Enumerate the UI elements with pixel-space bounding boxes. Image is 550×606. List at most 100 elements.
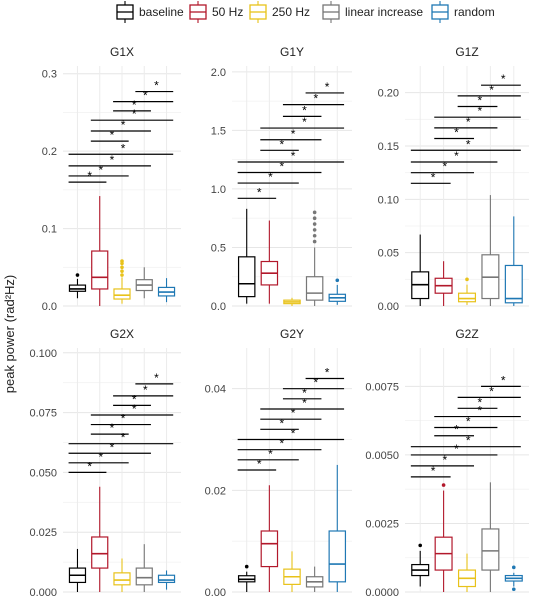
significance-label: *: [154, 79, 159, 93]
box-50-hz: [260, 485, 279, 592]
significance-label: *: [325, 366, 330, 380]
outlier-point: [312, 233, 317, 238]
significance-label: *: [132, 392, 137, 406]
legend-label: random: [454, 5, 495, 19]
y-tick-label: 0.02: [205, 485, 226, 497]
y-tick-label: 0.00: [205, 587, 226, 599]
outlier-point: [312, 222, 317, 226]
significance-bar: *: [260, 396, 345, 410]
box-250-hz: [457, 277, 477, 305]
box-iqr: [305, 276, 324, 301]
significance-bar: *: [282, 386, 322, 400]
outlier-point: [244, 564, 249, 569]
significance-bar: *: [410, 149, 498, 163]
box-baseline: [68, 273, 87, 299]
outlier-point: [120, 265, 124, 270]
significance-bar: *: [237, 185, 277, 199]
significance-label: *: [442, 453, 447, 467]
significance-label: *: [466, 415, 471, 429]
outlier-point: [312, 216, 317, 220]
box-random: [328, 278, 347, 305]
legend-label: 50 Hz: [212, 5, 243, 19]
significance-label: *: [431, 464, 436, 478]
significance-label: *: [110, 440, 115, 454]
y-tick-label: 0.0: [42, 301, 57, 313]
significance-label: *: [325, 80, 330, 94]
significance-bar: *: [282, 376, 345, 390]
significance-label: *: [501, 72, 506, 86]
box-linear-increase: [135, 267, 153, 299]
panel-title: G2X: [110, 327, 134, 341]
box-iqr: [113, 572, 131, 586]
panel-title: G1X: [110, 45, 134, 59]
box-50-hz: [260, 220, 279, 304]
box-250-hz: [283, 297, 301, 306]
significance-bar: *: [68, 153, 151, 167]
outlier-point: [441, 483, 446, 487]
legend-key-0: baseline: [116, 1, 184, 23]
outlier-point: [465, 277, 469, 282]
significance-label: *: [291, 149, 296, 163]
significance-label: *: [279, 160, 284, 174]
significance-label: *: [279, 416, 284, 430]
significance-label: *: [143, 89, 148, 103]
significance-bar: *: [434, 115, 498, 129]
significance-label: *: [291, 127, 296, 141]
significance-bar: *: [260, 127, 322, 141]
significance-label: *: [121, 141, 126, 155]
box-baseline: [411, 543, 430, 587]
significance-bar: *: [135, 371, 174, 385]
significance-bar: *: [90, 128, 129, 142]
significance-bar: *: [410, 137, 521, 151]
y-tick-label: 0.2: [42, 146, 57, 158]
significance-bar: *: [260, 115, 345, 129]
significance-label: *: [302, 115, 307, 129]
box-iqr: [504, 264, 523, 304]
significance-label: *: [268, 447, 273, 461]
panel-title: G1Y: [280, 45, 304, 59]
legend: baseline 50 Hz 250 Hz linear increase random: [116, 1, 495, 23]
box-250-hz: [113, 259, 131, 304]
legend-label: linear increase: [345, 5, 423, 19]
y-tick-label: 1.0: [211, 184, 226, 196]
y-tick-label: 0.5: [211, 242, 226, 254]
box-250-hz: [113, 558, 131, 592]
y-tick-label: 0.05: [378, 248, 399, 260]
significance-bar: *: [481, 72, 521, 86]
significance-label: *: [501, 373, 506, 387]
box-iqr: [260, 530, 279, 568]
significance-label: *: [132, 402, 137, 416]
significance-bar: *: [410, 160, 475, 174]
significance-bar: *: [260, 416, 299, 430]
significance-bar: *: [68, 431, 174, 445]
significance-label: *: [478, 94, 483, 108]
significance-label: *: [466, 115, 471, 129]
y-tick-label: 0.10: [378, 194, 399, 206]
significance-label: *: [454, 126, 459, 140]
significance-bar: *: [68, 459, 107, 473]
y-tick-label: 0.1: [42, 224, 57, 236]
outlier-point: [120, 269, 124, 273]
significance-label: *: [132, 107, 137, 121]
significance-bar: *: [90, 421, 129, 435]
significance-label: *: [478, 395, 483, 409]
y-tick-label: 0.04: [205, 384, 226, 396]
significance-label: *: [489, 384, 494, 398]
gridlines: [63, 348, 181, 593]
significance-label: *: [302, 396, 307, 410]
significance-bar: *: [68, 163, 129, 177]
significance-label: *: [478, 404, 483, 418]
box-50-hz: [434, 261, 453, 306]
box-linear-increase: [481, 195, 500, 306]
y-tick-label: 0.0000: [365, 587, 399, 599]
box-baseline: [411, 234, 430, 306]
significance-bar: *: [90, 402, 174, 416]
legend-label: 250 Hz: [272, 5, 310, 19]
significance-bar: *: [305, 80, 345, 94]
significance-bar: *: [434, 423, 475, 437]
significance-bar: *: [90, 412, 151, 426]
significance-bar: *: [457, 395, 498, 409]
